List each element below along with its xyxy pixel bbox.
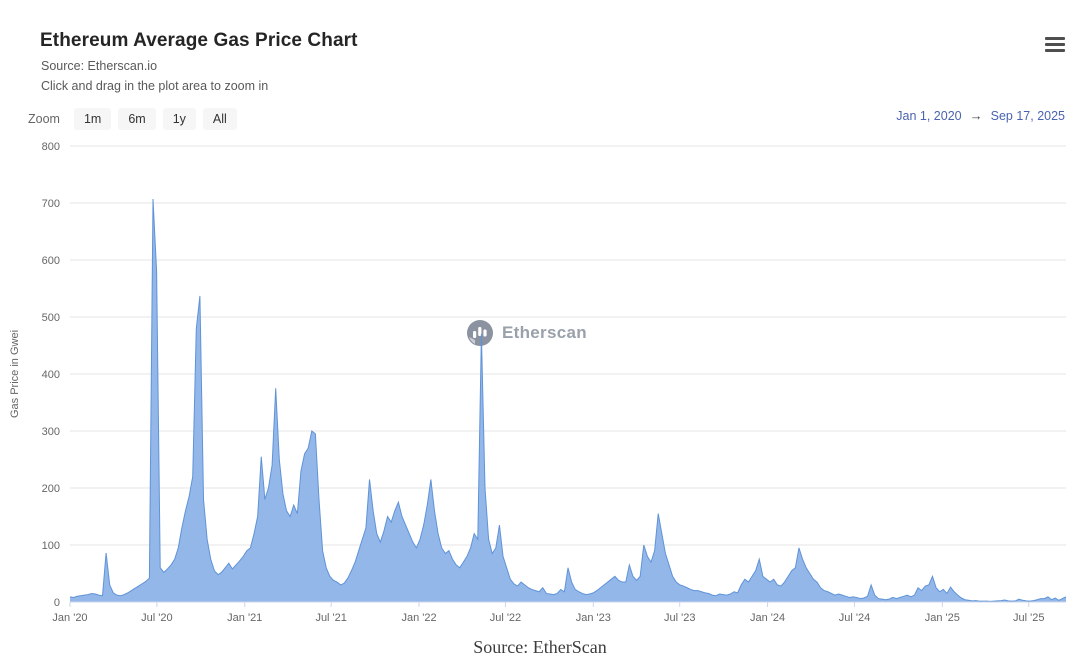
x-tick-label: Jan '25 bbox=[925, 612, 960, 624]
arrow-right-icon: → bbox=[969, 108, 983, 123]
x-tick-label: Jan '22 bbox=[401, 612, 436, 624]
gridlines: 0 100 200 300 400 500 600 700 800 bbox=[42, 141, 1066, 609]
x-tick-label: Jan '23 bbox=[576, 612, 611, 624]
x-tick-label: Jul '22 bbox=[490, 612, 521, 624]
area-fill bbox=[70, 199, 1066, 602]
y-tick-label: 0 bbox=[54, 597, 60, 609]
chart-zoom-hint: Click and drag in the plot area to zoom … bbox=[41, 79, 269, 93]
x-tick-label: Jan '21 bbox=[227, 612, 262, 624]
zoom-toolbar: Zoom 1m 6m 1y All bbox=[28, 106, 237, 132]
zoom-label: Zoom bbox=[28, 112, 60, 126]
y-tick-label: 700 bbox=[42, 198, 60, 210]
axes: Jan '20 Jul '20 Jan '21 Jul '21 Jan '22 Jul '… bbox=[52, 601, 1066, 624]
x-tick-label: Jul '24 bbox=[839, 612, 870, 624]
y-tick-label: 500 bbox=[42, 312, 60, 324]
area-series bbox=[69, 198, 1067, 602]
x-tick-label: Jan '20 bbox=[52, 612, 87, 624]
y-tick-label: 400 bbox=[42, 369, 60, 381]
y-tick-label: 300 bbox=[42, 426, 60, 438]
x-tick-label: Jan '24 bbox=[750, 612, 785, 624]
page-title: Ethereum Average Gas Price Chart bbox=[40, 30, 358, 51]
footer-source-caption: Source: EtherScan bbox=[473, 637, 607, 657]
zoom-button-all[interactable]: All bbox=[202, 108, 237, 130]
zoom-button-1m[interactable]: 1m bbox=[73, 108, 112, 130]
series-line bbox=[69, 198, 1067, 602]
hamburger-menu-icon[interactable] bbox=[1045, 37, 1065, 52]
range-end-date[interactable]: Sep 17, 2025 bbox=[990, 108, 1065, 123]
date-range: Jan 1, 2020 → Sep 17, 2025 bbox=[896, 108, 1065, 123]
x-tick-label: Jul '20 bbox=[141, 612, 172, 624]
x-tick-label: Jul '25 bbox=[1013, 612, 1044, 624]
zoom-button-6m[interactable]: 6m bbox=[118, 108, 156, 130]
y-axis-title: Gas Price in Gwei bbox=[9, 330, 21, 418]
y-tick-label: 200 bbox=[42, 483, 60, 495]
zoom-button-1y[interactable]: 1y bbox=[162, 108, 196, 130]
range-start-date[interactable]: Jan 1, 2020 bbox=[896, 108, 962, 123]
y-tick-label: 800 bbox=[42, 141, 60, 153]
y-tick-label: 600 bbox=[42, 255, 60, 267]
x-tick-label: Jul '23 bbox=[664, 612, 695, 624]
chart-source-subtitle: Source: Etherscan.io bbox=[41, 59, 158, 73]
x-tick-label: Jul '21 bbox=[315, 612, 346, 624]
y-tick-label: 100 bbox=[42, 540, 60, 552]
